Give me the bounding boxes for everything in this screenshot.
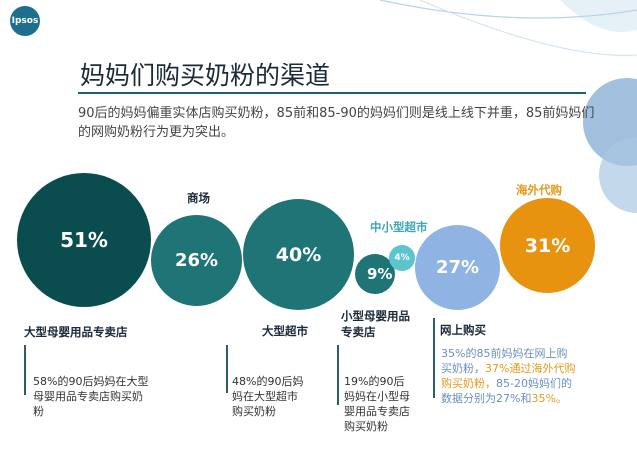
label-big-mom-store: 大型母婴用品专卖店 xyxy=(24,325,128,339)
value-hypermarket: 40% xyxy=(275,243,322,266)
bubble-mall: 26% xyxy=(151,215,242,306)
label-mall: 商场 xyxy=(187,191,210,205)
label-small-supermarket: 中小型超市 xyxy=(370,220,428,234)
bubble-big-mom-store: 51% xyxy=(17,173,151,307)
bubble-hypermarket: 40% xyxy=(243,199,354,310)
subtitle: 90后的妈妈偏重实体店购买奶粉，85前和85-90的妈妈们则是线上线下并重，85… xyxy=(78,106,595,140)
ipsos-logo: Ipsos xyxy=(10,6,40,36)
label-hypermarket: 大型超市 xyxy=(262,324,308,338)
value-small-mom-store: 9% xyxy=(367,265,393,283)
value-online: 27% xyxy=(435,257,480,278)
note-online-part-b: 37%通过海外代购购买奶粉， xyxy=(441,362,576,390)
connector-big-mom-store xyxy=(24,345,26,395)
bubble-small-supermarket: 4% xyxy=(389,245,415,271)
note-online-part-a: 35%的85前妈妈在网上购买奶粉， xyxy=(441,347,568,375)
value-mall: 26% xyxy=(174,250,219,271)
note-small-mom-store: 19%的90后妈妈在小型母婴用品专卖店购买奶粉 xyxy=(344,375,410,433)
label-overseas: 海外代购 xyxy=(516,183,562,197)
value-overseas: 31% xyxy=(524,234,571,257)
note-online-part-c: 85-20妈妈们的数据分别为27%和 xyxy=(441,377,572,405)
value-big-mom-store: 51% xyxy=(60,228,108,252)
note-hypermarket: 48%的90后妈妈在大型超市购买奶粉 xyxy=(232,375,304,418)
bubble-online: 27% xyxy=(415,225,500,310)
note-big-mom-store: 58%的90后妈妈在大型母婴用品专卖店购买奶粉 xyxy=(33,375,149,418)
value-small-supermarket: 4% xyxy=(394,253,410,263)
title-divider xyxy=(78,92,586,94)
connector-online xyxy=(433,318,435,398)
label-small-mom-store: 小型母婴用品专卖店 xyxy=(341,309,410,339)
note-online: 35%的85前妈妈在网上购买奶粉，37%通过海外代购购买奶粉，85-20妈妈们的… xyxy=(441,346,577,406)
connector-hypermarket xyxy=(226,345,228,393)
label-online: 网上购买 xyxy=(440,323,486,337)
bubble-small-mom-store: 9% xyxy=(355,254,395,294)
page-title: 妈妈们购买奶粉的渠道 xyxy=(80,61,331,90)
bubble-overseas: 31% xyxy=(500,198,595,293)
connector-small-mom-store xyxy=(337,345,339,405)
note-online-part-d: 35%。 xyxy=(531,392,567,405)
